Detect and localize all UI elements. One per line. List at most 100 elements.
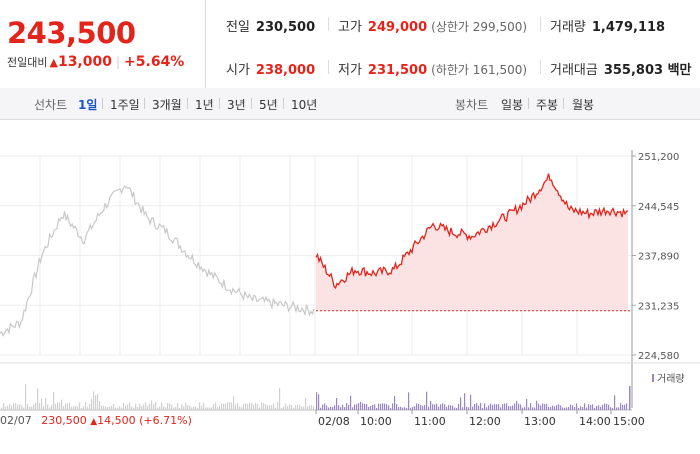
- tab-3year[interactable]: 3년: [227, 98, 246, 112]
- volume-bar: [406, 407, 408, 410]
- volume-bar: [273, 403, 275, 410]
- volume-bar: [396, 404, 398, 410]
- stat-amount: 거래대금 355,803 백만: [550, 59, 692, 78]
- volume-bar: [149, 403, 151, 410]
- x-tick-label: 14:00: [579, 415, 611, 428]
- divider: [102, 98, 103, 109]
- volume-bar: [49, 407, 51, 410]
- stat-value: 355,803 백만: [603, 63, 692, 78]
- volume-bar: [241, 407, 243, 410]
- volume-bar: [199, 402, 201, 410]
- prev-day-line: [0, 185, 315, 337]
- volume-bar: [616, 407, 618, 410]
- volume-bar: [364, 403, 366, 410]
- volume-bar: [534, 407, 536, 410]
- volume-bar: [187, 404, 189, 410]
- volume-bar: [91, 398, 93, 410]
- volume-bar: [45, 397, 47, 410]
- tab-1week[interactable]: 1주일: [110, 98, 140, 112]
- volume-bar: [562, 407, 564, 410]
- volume-bar: [61, 399, 63, 410]
- volume-bar: [434, 404, 436, 410]
- tab-daily-candle[interactable]: 일봉: [501, 98, 524, 112]
- volume-bar: [420, 405, 422, 410]
- upper-limit: (상한가 299,500): [431, 20, 528, 34]
- volume-bar: [83, 406, 85, 410]
- volume-bar: [362, 403, 364, 410]
- volume-bar: [155, 402, 157, 410]
- summary-price: 230,500: [41, 414, 87, 427]
- volume-bar: [316, 392, 318, 410]
- volume-bar: [500, 407, 502, 410]
- candle-chart-label: 봉차트: [455, 98, 489, 112]
- tab-5year[interactable]: 5년: [259, 98, 278, 112]
- volume-bar: [530, 403, 532, 410]
- volume-bar: [305, 398, 307, 410]
- volume-bar: [15, 403, 17, 410]
- volume-bar: [468, 407, 470, 410]
- volume-bar: [564, 407, 566, 410]
- volume-bar: [604, 403, 606, 410]
- volume-bar: [592, 404, 594, 410]
- volume-bar: [235, 404, 237, 410]
- volume-bar: [542, 403, 544, 410]
- volume-bar: [380, 403, 382, 410]
- tab-weekly-candle[interactable]: 주봉: [536, 98, 559, 112]
- stat-value: 249,000: [367, 20, 428, 35]
- volume-bar: [263, 403, 265, 410]
- volume-bar: [558, 404, 560, 410]
- volume-bar: [215, 402, 217, 410]
- volume-bar: [548, 406, 550, 410]
- volume-bar: [629, 386, 631, 410]
- volume-bar: [516, 400, 518, 410]
- y-tick-label: 231,235: [638, 301, 679, 312]
- volume-bar: [105, 406, 107, 410]
- volume-bar: [175, 407, 177, 410]
- volume-bar: [183, 406, 185, 410]
- volume-bar: [301, 406, 303, 410]
- stat-volume: 거래량 1,479,118: [550, 16, 665, 35]
- volume-bar: [259, 407, 261, 410]
- volume-bar: [37, 388, 39, 410]
- volume-bar: [392, 403, 394, 410]
- volume-bar: [594, 407, 596, 410]
- divider: [144, 98, 145, 109]
- volume-bar: [185, 402, 187, 410]
- volume-bar: [253, 404, 255, 410]
- volume-bar: [177, 403, 179, 410]
- volume-bar: [360, 401, 362, 410]
- volume-bar: [191, 407, 193, 410]
- volume-bar: [281, 407, 283, 410]
- tab-1year[interactable]: 1년: [195, 98, 214, 112]
- volume-bar: [440, 404, 442, 410]
- volume-bar: [233, 395, 235, 410]
- tab-monthly-candle[interactable]: 월봉: [572, 98, 595, 112]
- volume-bar: [93, 391, 95, 410]
- volume-bar: [618, 407, 620, 410]
- volume-bar: [53, 391, 55, 410]
- volume-bar: [243, 404, 245, 410]
- x-tick-label: 12:00: [469, 415, 501, 428]
- volume-bar: [5, 406, 7, 410]
- volume-bar: [472, 406, 474, 410]
- price-chart[interactable]: 251,200 244,545 237,890 231,235 224,580 거래량 02…: [0, 120, 700, 450]
- volume-bar: [602, 404, 604, 410]
- volume-bar: [111, 405, 113, 410]
- tab-1day[interactable]: 1일: [78, 98, 98, 112]
- volume-bar: [77, 406, 79, 410]
- tab-3month[interactable]: 3개월: [152, 98, 182, 112]
- today-area-fill: [316, 173, 628, 311]
- stat-label: 저가: [338, 63, 362, 78]
- volume-bar: [277, 402, 279, 410]
- volume-bar: [137, 406, 139, 410]
- volume-bar: [159, 406, 161, 410]
- volume-bar: [452, 405, 454, 410]
- volume-bar: [476, 403, 478, 410]
- volume-bar: [67, 403, 69, 410]
- volume-bar: [382, 403, 384, 410]
- change-value: 13,000: [57, 54, 112, 70]
- tab-10year[interactable]: 10년: [291, 98, 318, 112]
- volume-bar: [554, 406, 556, 410]
- volume-bar: [213, 404, 215, 410]
- volume-bar: [87, 406, 89, 410]
